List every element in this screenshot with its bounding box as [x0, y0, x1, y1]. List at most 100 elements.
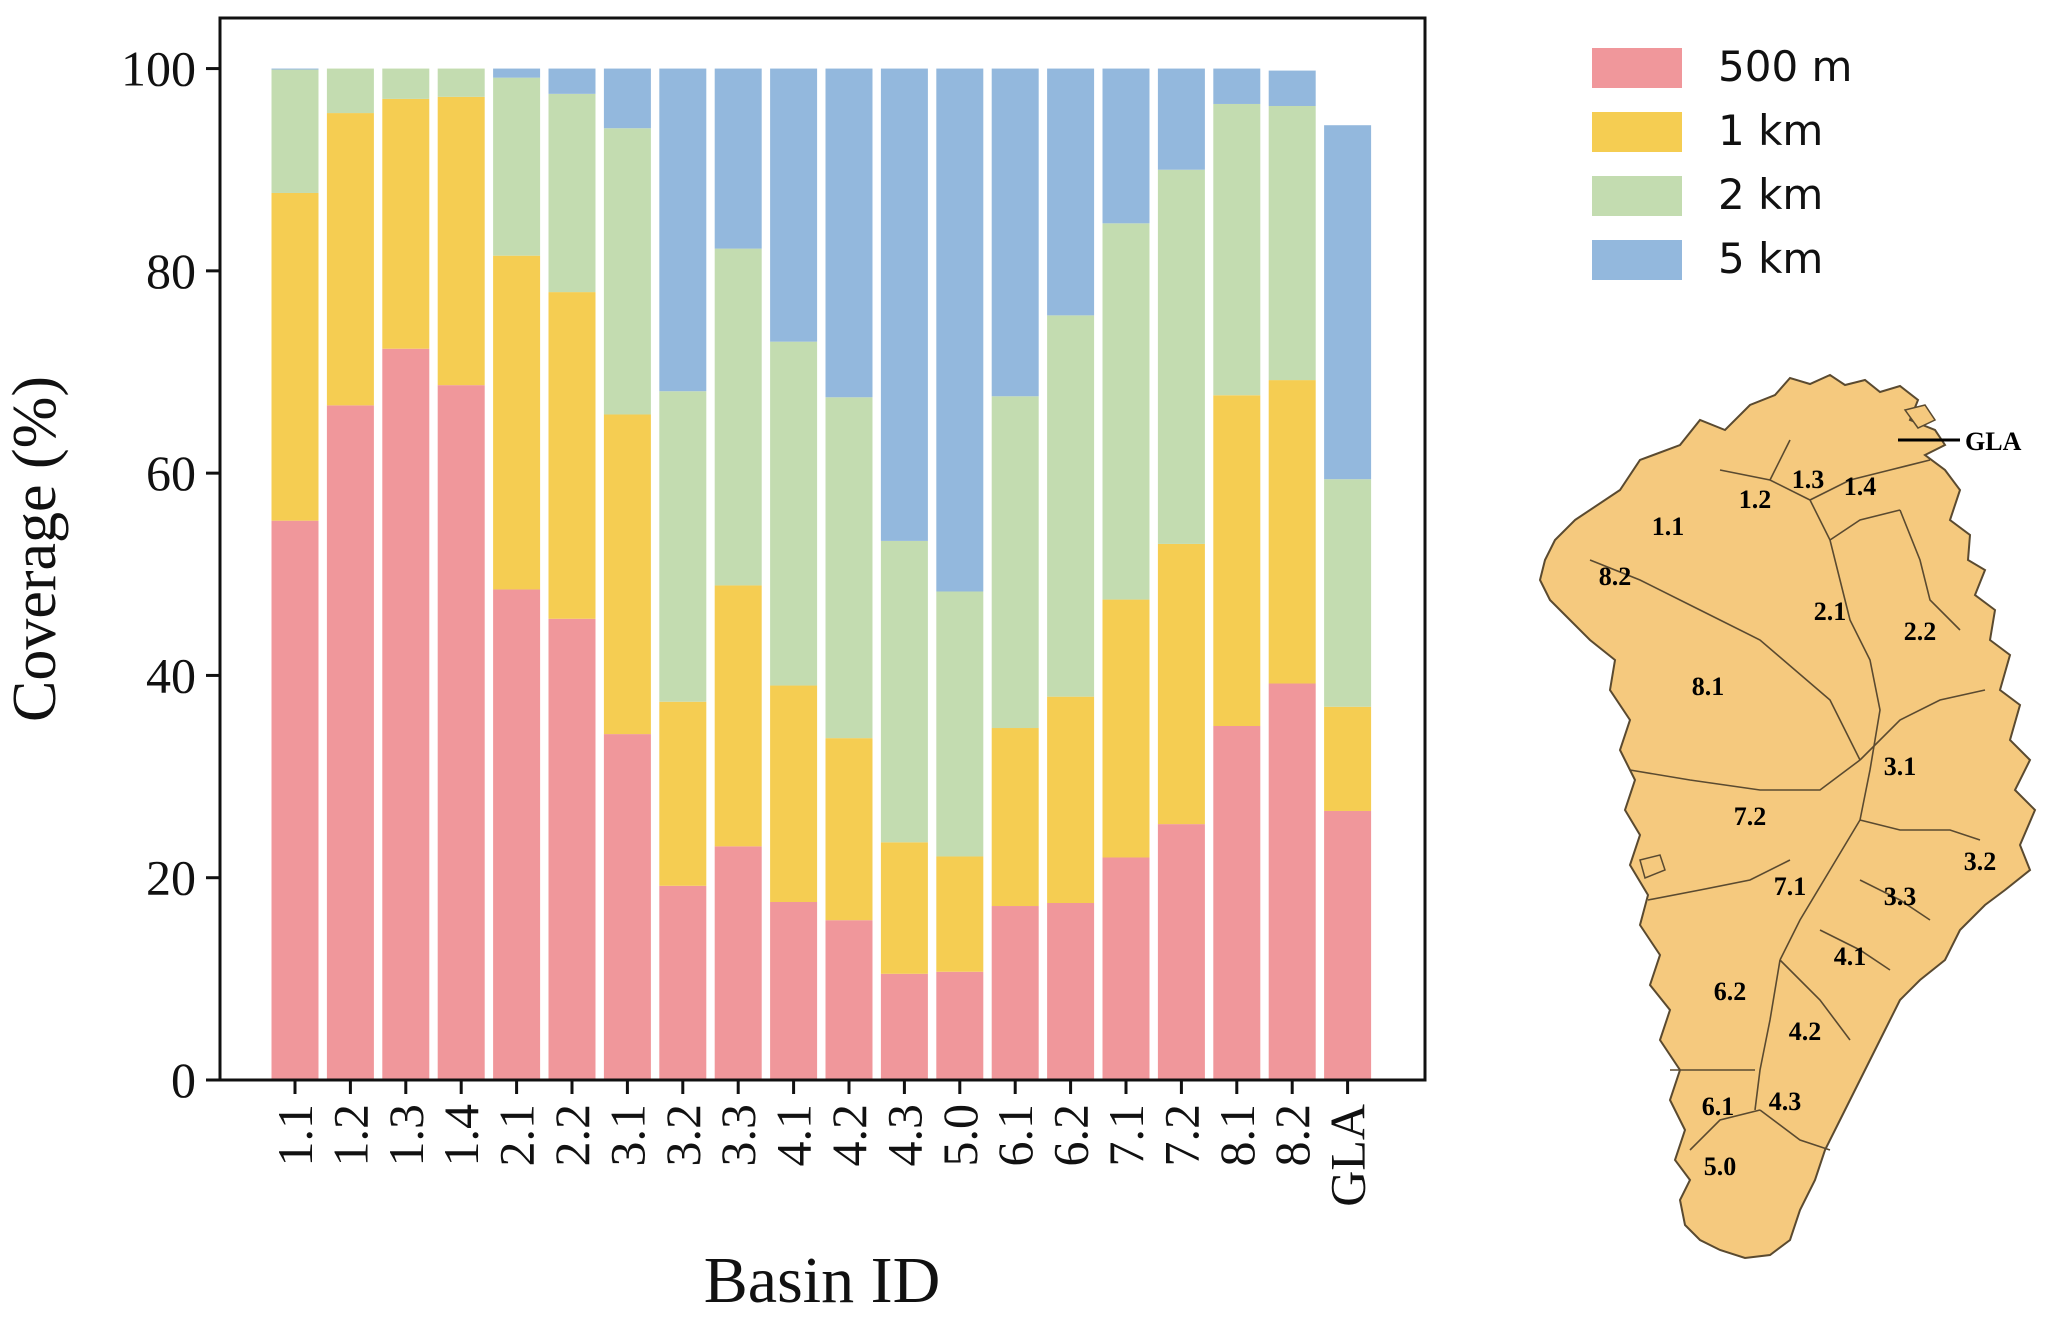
bar-segment: [714, 68, 762, 249]
bar-segment: [603, 68, 651, 129]
x-tick-label: 5.0: [932, 1104, 988, 1167]
legend: 500 m 1 km 2 km 5 km: [1592, 42, 1852, 283]
basin-label: 1.4: [1844, 472, 1877, 501]
x-tick-label: 2.2: [544, 1104, 600, 1167]
basin-label: 3.1: [1884, 752, 1917, 781]
basin-label: 7.1: [1774, 872, 1807, 901]
bar-segment: [493, 68, 541, 78]
bar-segment: [659, 391, 707, 702]
y-tick-label: 80: [146, 243, 196, 299]
bar-segment: [1157, 68, 1205, 170]
bar-segment: [603, 734, 651, 1080]
bar-segment: [936, 971, 984, 1080]
bar-segment: [493, 255, 541, 590]
bar-segment: [271, 68, 319, 70]
bar-segment: [493, 77, 541, 256]
plot-frame: [218, 16, 1427, 1082]
x-tick-label: 1.4: [433, 1104, 489, 1167]
bar-segment: [1047, 68, 1095, 316]
basin-label: 1.3: [1792, 465, 1825, 494]
basin-label: 2.1: [1814, 597, 1847, 626]
x-tick-label: 3.3: [710, 1104, 766, 1167]
bar-segment: [382, 98, 430, 349]
bar-segment: [880, 842, 928, 974]
bar-segment: [825, 738, 873, 921]
y-tick-label: 60: [146, 445, 196, 501]
gla-callout-label: GLA: [1965, 427, 2022, 456]
x-tick-label: 3.1: [599, 1104, 655, 1167]
bar-segment: [603, 128, 651, 415]
x-tick-label: 8.2: [1264, 1104, 1320, 1167]
bar-segment: [991, 68, 1039, 397]
bar-segment: [1324, 125, 1372, 480]
basin-label: 4.3: [1769, 1087, 1802, 1116]
bar-segment: [1213, 726, 1261, 1080]
legend-label: 500 m: [1718, 42, 1852, 91]
small-island: [1903, 404, 1937, 429]
basin-label: 3.2: [1964, 847, 1997, 876]
bar-segment: [770, 341, 818, 686]
x-axis-label: Basin ID: [704, 1244, 940, 1314]
bar-segment: [271, 69, 319, 193]
basin-label: 6.2: [1714, 977, 1747, 1006]
bar-segment: [1102, 68, 1150, 224]
small-island: [1639, 854, 1666, 880]
bar-segment: [1157, 824, 1205, 1080]
bar-segment: [1324, 479, 1372, 707]
legend-label: 1 km: [1718, 106, 1823, 155]
bars-layer: [271, 68, 1372, 1080]
bar-segment: [1268, 70, 1316, 106]
basin-label: 4.2: [1789, 1017, 1822, 1046]
x-tick-label: 2.1: [489, 1104, 545, 1167]
x-tick-label: 7.1: [1098, 1104, 1154, 1167]
bar-segment: [825, 920, 873, 1080]
legend-swatch: [1592, 112, 1682, 152]
bar-segment: [548, 93, 596, 293]
bar-segment: [714, 846, 762, 1080]
x-tick-label: 4.2: [821, 1104, 877, 1167]
basin-label: 1.1: [1652, 512, 1685, 541]
bar-segment: [1268, 105, 1316, 381]
bar-segment: [825, 397, 873, 739]
bar-segment: [382, 68, 430, 99]
bar-segment: [659, 701, 707, 886]
bar-segment: [1102, 599, 1150, 858]
bar-segment: [1324, 810, 1372, 1080]
greenland-basin-map: 1.1 1.2 1.3 1.4 2.1 2.2 3.1 3.2 3.3 4.1 4.2 4.3 5.0 6…: [1538, 373, 2037, 1260]
y-axis: 0 20 40 60 80 100: [121, 41, 220, 1108]
basin-label: 6.1: [1702, 1092, 1735, 1121]
bar-segment: [1047, 315, 1095, 697]
bar-segment: [936, 68, 984, 592]
bar-segment: [714, 248, 762, 586]
bar-segment: [1102, 223, 1150, 600]
bar-segment: [770, 68, 818, 342]
basin-label: 4.1: [1834, 942, 1867, 971]
y-tick-label: 0: [171, 1052, 196, 1108]
basin-label: 2.2: [1904, 617, 1937, 646]
bar-segment: [437, 68, 485, 97]
basin-label: 8.2: [1599, 562, 1632, 591]
bar-segment: [1047, 903, 1095, 1080]
bar-segment: [714, 585, 762, 847]
basin-boundaries: [1589, 439, 1986, 1151]
bar-segment: [770, 901, 818, 1080]
bar-segment: [1157, 169, 1205, 544]
bar-segment: [880, 68, 928, 541]
x-axis: 1.1 1.2 1.3 1.4 2.1 2.2 3.1 3.2 3.3 4.1 4.2 4.3 5.0 6…: [267, 1080, 1376, 1207]
bar-segment: [991, 396, 1039, 729]
bar-segment: [1213, 395, 1261, 726]
bar-segment: [1213, 68, 1261, 104]
bar-segment: [991, 906, 1039, 1080]
basin-label: 1.2: [1739, 485, 1772, 514]
bar-segment: [437, 96, 485, 386]
x-tick-label: 8.1: [1209, 1104, 1265, 1167]
bar-segment: [382, 348, 430, 1080]
x-tick-label: 1.3: [378, 1104, 434, 1167]
y-tick-label: 100: [121, 41, 196, 97]
bar-segment: [659, 68, 707, 392]
basin-label: 3.3: [1884, 882, 1917, 911]
basin-label: 8.1: [1692, 672, 1725, 701]
bar-segment: [493, 589, 541, 1080]
y-axis-label: Coverage (%): [1, 376, 69, 722]
